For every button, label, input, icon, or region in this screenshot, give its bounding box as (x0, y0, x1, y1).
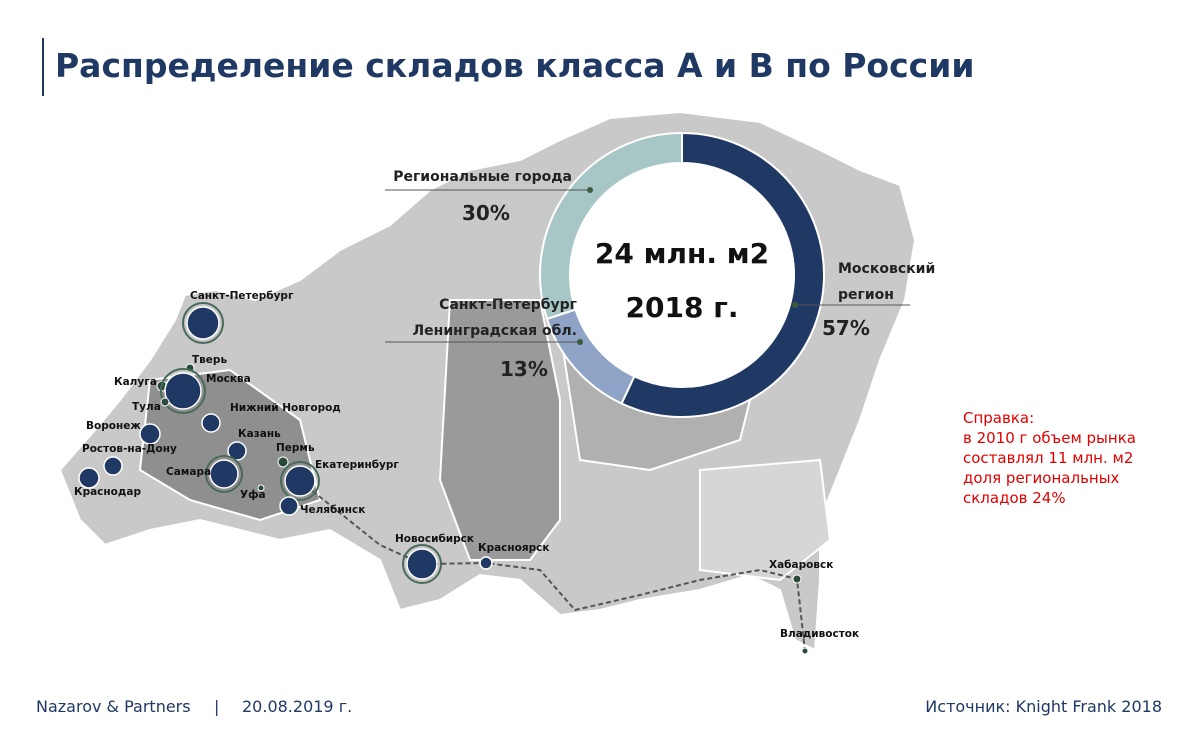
city-dot (209, 459, 239, 489)
city-dot (792, 574, 802, 584)
center-label: 24 млн. м2 (594, 237, 770, 270)
city-label: Казань (238, 428, 281, 440)
value-label: 13% (500, 357, 548, 381)
city-dot (284, 465, 316, 497)
category-label: Региональные города (393, 169, 572, 185)
city-dot (277, 456, 289, 468)
note-line: доля региональных (963, 469, 1120, 487)
footer-separator: | (214, 697, 220, 716)
city-label: Москва (206, 373, 251, 385)
category-label: Московский регион (838, 261, 936, 303)
center-label: 2018 г. (625, 291, 739, 324)
city-label: Новосибирск (395, 533, 474, 545)
city-label: Ростов-на-Дону (82, 443, 177, 455)
city-dot (160, 397, 170, 407)
city-ring (205, 455, 243, 493)
city-label: Самара (166, 466, 212, 478)
city-label: Владивосток (780, 628, 860, 640)
city-ring (160, 368, 206, 414)
leader-dot (577, 339, 583, 345)
city-label: Санкт-Петербург (190, 290, 294, 302)
map-region (438, 299, 561, 561)
map-region (699, 458, 832, 582)
city-label: Хабаровск (769, 559, 834, 571)
city-label: Красноярск (478, 542, 550, 554)
leader-dot (792, 302, 798, 308)
city-dot (186, 306, 220, 340)
city-label: Краснодар (74, 486, 141, 498)
value-label: 57% (822, 316, 870, 340)
note-line: Справка: (963, 409, 1035, 427)
footer-source: Источник: Knight Frank 2018 (925, 697, 1162, 716)
city-ring (402, 544, 442, 584)
note-line: складов 24% (963, 489, 1066, 507)
city-label: Воронеж (86, 420, 141, 432)
city-label: Калуга (114, 376, 157, 388)
leader-dot (587, 187, 593, 193)
city-dot (479, 556, 493, 570)
city-ring (280, 461, 320, 501)
donut-segment (539, 131, 683, 321)
city-label: Тула (132, 401, 161, 413)
city-dot (257, 484, 265, 492)
category-label: Санкт-Петербург Ленинградская обл. (412, 297, 577, 339)
city-dot (201, 413, 221, 433)
city-dot (279, 496, 299, 516)
city-label: Екатеринбург (315, 459, 399, 471)
city-dot (164, 372, 202, 410)
city-dot (801, 647, 809, 655)
city-label: Нижний Новгород (230, 402, 341, 414)
city-dot (103, 456, 123, 476)
city-label: Тверь (192, 354, 228, 366)
footer-date: 20.08.2019 г. (242, 697, 353, 716)
note-line: составлял 11 млн. м2 (963, 449, 1134, 467)
title: Распределение складов класса А и В по Ро… (55, 46, 975, 85)
value-label: 30% (462, 201, 510, 225)
city-dot (227, 441, 247, 461)
city-ring (182, 302, 224, 344)
city-dot (406, 548, 438, 580)
city-dot (78, 467, 100, 489)
note-line: в 2010 г объем рынка (963, 429, 1136, 447)
city-dot (139, 423, 161, 445)
donut-segment (620, 131, 825, 418)
footer-company: Nazarov & Partners (36, 697, 191, 716)
city-label: Пермь (276, 442, 315, 454)
railway (299, 480, 806, 652)
city-label: Уфа (240, 489, 266, 501)
city-label: Челябинск (300, 504, 366, 516)
donut-hole (570, 163, 794, 387)
